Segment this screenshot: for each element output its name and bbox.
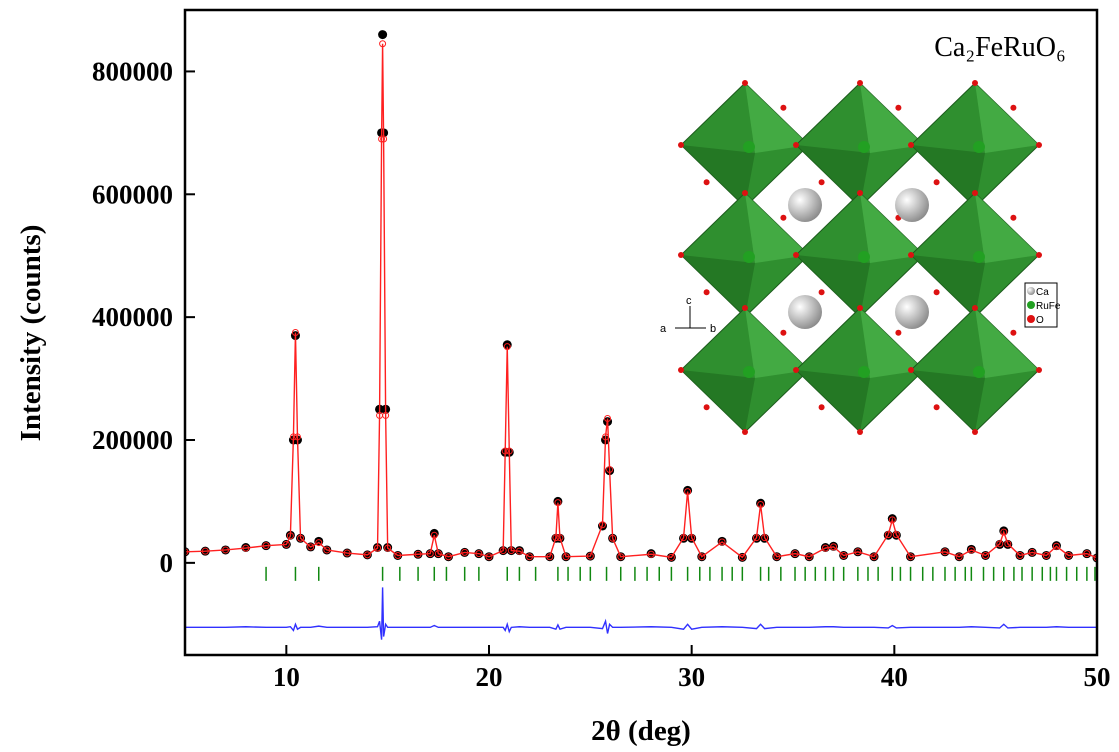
o-atom: [742, 305, 748, 311]
o-atom: [793, 367, 799, 373]
ca-atom: [895, 188, 929, 222]
o-atom: [780, 330, 786, 336]
o-atom: [857, 429, 863, 435]
formula: Ca₂FeRuO₆: [934, 32, 1066, 63]
o-atom: [895, 105, 901, 111]
axis-c: c: [686, 295, 692, 307]
o-atom: [742, 190, 748, 196]
axes-compass: a b c: [660, 295, 716, 335]
o-atom: [819, 289, 825, 295]
y-axis-title: Intensity (counts): [15, 225, 47, 442]
x-axis-title: 2θ (deg): [591, 715, 691, 747]
ru-fe-atom: [858, 141, 870, 153]
o-atom: [678, 252, 684, 258]
o-atom: [793, 252, 799, 258]
octahedron-face: [796, 370, 870, 432]
o-atom: [857, 80, 863, 86]
legend-label: Ca: [1036, 287, 1049, 298]
o-atom: [895, 330, 901, 336]
o-atom: [934, 179, 940, 185]
o-atom: [857, 190, 863, 196]
o-atom: [972, 305, 978, 311]
ca-atom: [788, 295, 822, 329]
ca-atom: [788, 188, 822, 222]
o-atom: [908, 252, 914, 258]
y-tick-label: 200000: [92, 425, 173, 455]
o-atom: [678, 142, 684, 148]
octahedron-face: [681, 370, 755, 432]
ru-fe-atom: [973, 251, 985, 263]
o-atom: [1036, 252, 1042, 258]
difference-line: [185, 587, 1097, 639]
o-atom: [704, 289, 710, 295]
legend-label: O: [1036, 315, 1044, 326]
x-tick-label: 50: [1084, 662, 1111, 692]
ru-fe-atom: [973, 366, 985, 378]
ru-fe-atom: [858, 366, 870, 378]
o-atom: [1010, 330, 1016, 336]
o-atom: [972, 190, 978, 196]
octahedron-face: [975, 83, 1039, 153]
ru-fe-atom: [858, 251, 870, 263]
o-atom: [780, 215, 786, 221]
o-atom: [704, 179, 710, 185]
octahedron-face: [975, 193, 1039, 263]
ru-fe-atom: [743, 366, 755, 378]
y-tick-label: 0: [160, 548, 174, 578]
o-atom: [972, 429, 978, 435]
x-tick-label: 10: [273, 662, 300, 692]
o-atom: [742, 429, 748, 435]
o-atom: [1036, 142, 1042, 148]
o-atom: [908, 142, 914, 148]
o-atom: [704, 404, 710, 410]
y-tick-label: 600000: [92, 179, 173, 209]
ca-atom: [895, 295, 929, 329]
o-atom: [934, 289, 940, 295]
y-tick-label: 800000: [92, 56, 173, 86]
axis-a: a: [660, 323, 667, 335]
crystal-structure: [678, 80, 1042, 435]
legend-rufe: [1027, 301, 1035, 309]
x-tick-label: 20: [476, 662, 503, 692]
o-atom: [908, 367, 914, 373]
x-tick-label: 30: [678, 662, 705, 692]
o-atom: [1010, 105, 1016, 111]
legend-o: [1027, 315, 1035, 323]
o-atom: [742, 80, 748, 86]
axis-b: b: [710, 323, 716, 335]
o-atom: [793, 142, 799, 148]
o-atom: [934, 404, 940, 410]
o-atom: [780, 105, 786, 111]
octahedron-face: [911, 370, 985, 432]
y-tick-label: 400000: [92, 302, 173, 332]
o-atom: [857, 305, 863, 311]
o-atom: [1010, 215, 1016, 221]
legend-label: RuFe: [1036, 301, 1061, 312]
legend-ca: [1027, 287, 1035, 295]
o-atom: [972, 80, 978, 86]
ru-fe-atom: [743, 251, 755, 263]
o-atom: [819, 179, 825, 185]
chart: Ca₂FeRuO₆ Ca RuFe O a b c 2θ (deg) Inten…: [0, 0, 1119, 752]
o-atom: [819, 404, 825, 410]
x-tick-label: 40: [881, 662, 908, 692]
ru-fe-atom: [743, 141, 755, 153]
ru-fe-atom: [973, 141, 985, 153]
o-atom: [678, 367, 684, 373]
o-atom: [1036, 367, 1042, 373]
observed-point: [378, 30, 387, 39]
